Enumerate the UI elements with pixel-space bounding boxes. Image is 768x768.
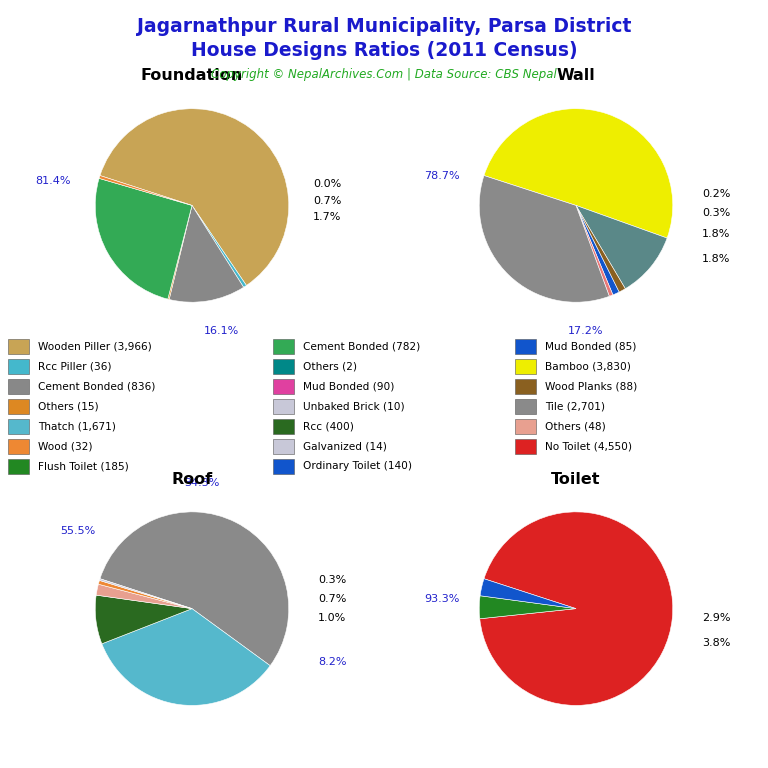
Text: Others (15): Others (15) xyxy=(38,401,99,411)
Text: Cement Bonded (836): Cement Bonded (836) xyxy=(38,381,156,391)
Text: Thatch (1,671): Thatch (1,671) xyxy=(38,421,116,431)
Text: 81.4%: 81.4% xyxy=(35,176,71,187)
Text: 16.1%: 16.1% xyxy=(204,326,239,336)
Bar xyxy=(273,458,294,474)
Text: 3.8%: 3.8% xyxy=(702,637,730,647)
Bar xyxy=(8,379,29,394)
Title: Wall: Wall xyxy=(557,68,595,83)
Wedge shape xyxy=(100,109,289,286)
Wedge shape xyxy=(169,206,243,302)
Text: Others (2): Others (2) xyxy=(303,361,357,371)
Bar xyxy=(8,439,29,454)
Text: 78.7%: 78.7% xyxy=(424,171,460,181)
Text: Bamboo (3,830): Bamboo (3,830) xyxy=(545,361,631,371)
Text: Copyright © NepalArchives.Com | Data Source: CBS Nepal: Copyright © NepalArchives.Com | Data Sou… xyxy=(211,68,557,81)
Bar xyxy=(8,458,29,474)
Wedge shape xyxy=(484,109,673,238)
Bar xyxy=(515,439,536,454)
Bar xyxy=(273,439,294,454)
Text: 0.3%: 0.3% xyxy=(702,208,730,218)
Text: Rcc Piller (36): Rcc Piller (36) xyxy=(38,361,112,371)
Text: 8.2%: 8.2% xyxy=(318,657,346,667)
Bar xyxy=(515,359,536,374)
Text: 1.7%: 1.7% xyxy=(313,212,341,222)
Wedge shape xyxy=(167,206,192,300)
Wedge shape xyxy=(480,579,576,608)
Bar xyxy=(8,419,29,434)
Wedge shape xyxy=(479,176,609,302)
Text: 1.8%: 1.8% xyxy=(702,253,730,263)
Wedge shape xyxy=(98,581,192,608)
Text: Galvanized (14): Galvanized (14) xyxy=(303,441,387,451)
Wedge shape xyxy=(99,579,192,608)
Text: House Designs Ratios (2011 Census): House Designs Ratios (2011 Census) xyxy=(190,41,578,60)
Text: Others (48): Others (48) xyxy=(545,421,606,431)
Text: 0.7%: 0.7% xyxy=(313,196,341,206)
Text: 1.0%: 1.0% xyxy=(318,614,346,624)
Text: 55.5%: 55.5% xyxy=(60,526,95,536)
Text: 0.7%: 0.7% xyxy=(318,594,346,604)
Bar xyxy=(515,399,536,414)
Text: Mud Bonded (85): Mud Bonded (85) xyxy=(545,341,637,351)
Bar xyxy=(273,339,294,354)
Text: 0.0%: 0.0% xyxy=(313,179,341,189)
Title: Toilet: Toilet xyxy=(551,472,601,486)
Title: Roof: Roof xyxy=(171,472,213,486)
Text: 93.3%: 93.3% xyxy=(425,594,460,604)
Text: Cement Bonded (782): Cement Bonded (782) xyxy=(303,341,421,351)
Wedge shape xyxy=(576,206,667,289)
Text: No Toilet (4,550): No Toilet (4,550) xyxy=(545,441,632,451)
Wedge shape xyxy=(479,596,576,619)
Bar xyxy=(273,359,294,374)
Text: Unbaked Brick (10): Unbaked Brick (10) xyxy=(303,401,405,411)
Text: Wooden Piller (3,966): Wooden Piller (3,966) xyxy=(38,341,152,351)
Bar xyxy=(8,399,29,414)
Text: Wood Planks (88): Wood Planks (88) xyxy=(545,381,637,391)
Bar xyxy=(515,419,536,434)
Wedge shape xyxy=(100,512,289,666)
Wedge shape xyxy=(192,206,247,287)
Bar xyxy=(273,399,294,414)
Bar xyxy=(515,339,536,354)
Title: Foundation: Foundation xyxy=(141,68,243,83)
Text: 0.2%: 0.2% xyxy=(702,189,730,199)
Bar xyxy=(273,419,294,434)
Bar xyxy=(515,379,536,394)
Text: Jagarnathpur Rural Municipality, Parsa District: Jagarnathpur Rural Municipality, Parsa D… xyxy=(137,17,631,36)
Wedge shape xyxy=(99,176,192,206)
Wedge shape xyxy=(576,206,613,296)
Wedge shape xyxy=(480,512,673,705)
Wedge shape xyxy=(576,206,625,292)
Text: Tile (2,701): Tile (2,701) xyxy=(545,401,605,411)
Bar xyxy=(273,379,294,394)
Text: 17.2%: 17.2% xyxy=(568,326,604,336)
Wedge shape xyxy=(95,178,192,299)
Wedge shape xyxy=(95,595,192,644)
Text: 0.3%: 0.3% xyxy=(318,574,346,584)
Text: 34.3%: 34.3% xyxy=(184,478,220,488)
Wedge shape xyxy=(576,206,619,295)
Wedge shape xyxy=(96,584,192,608)
Bar xyxy=(8,359,29,374)
Text: Mud Bonded (90): Mud Bonded (90) xyxy=(303,381,395,391)
Text: Rcc (400): Rcc (400) xyxy=(303,421,354,431)
Text: Ordinary Toilet (140): Ordinary Toilet (140) xyxy=(303,461,412,471)
Text: 2.9%: 2.9% xyxy=(702,614,730,624)
Text: Flush Toilet (185): Flush Toilet (185) xyxy=(38,461,129,471)
Wedge shape xyxy=(102,608,270,705)
Bar xyxy=(8,339,29,354)
Text: Wood (32): Wood (32) xyxy=(38,441,93,451)
Text: 1.8%: 1.8% xyxy=(702,230,730,240)
